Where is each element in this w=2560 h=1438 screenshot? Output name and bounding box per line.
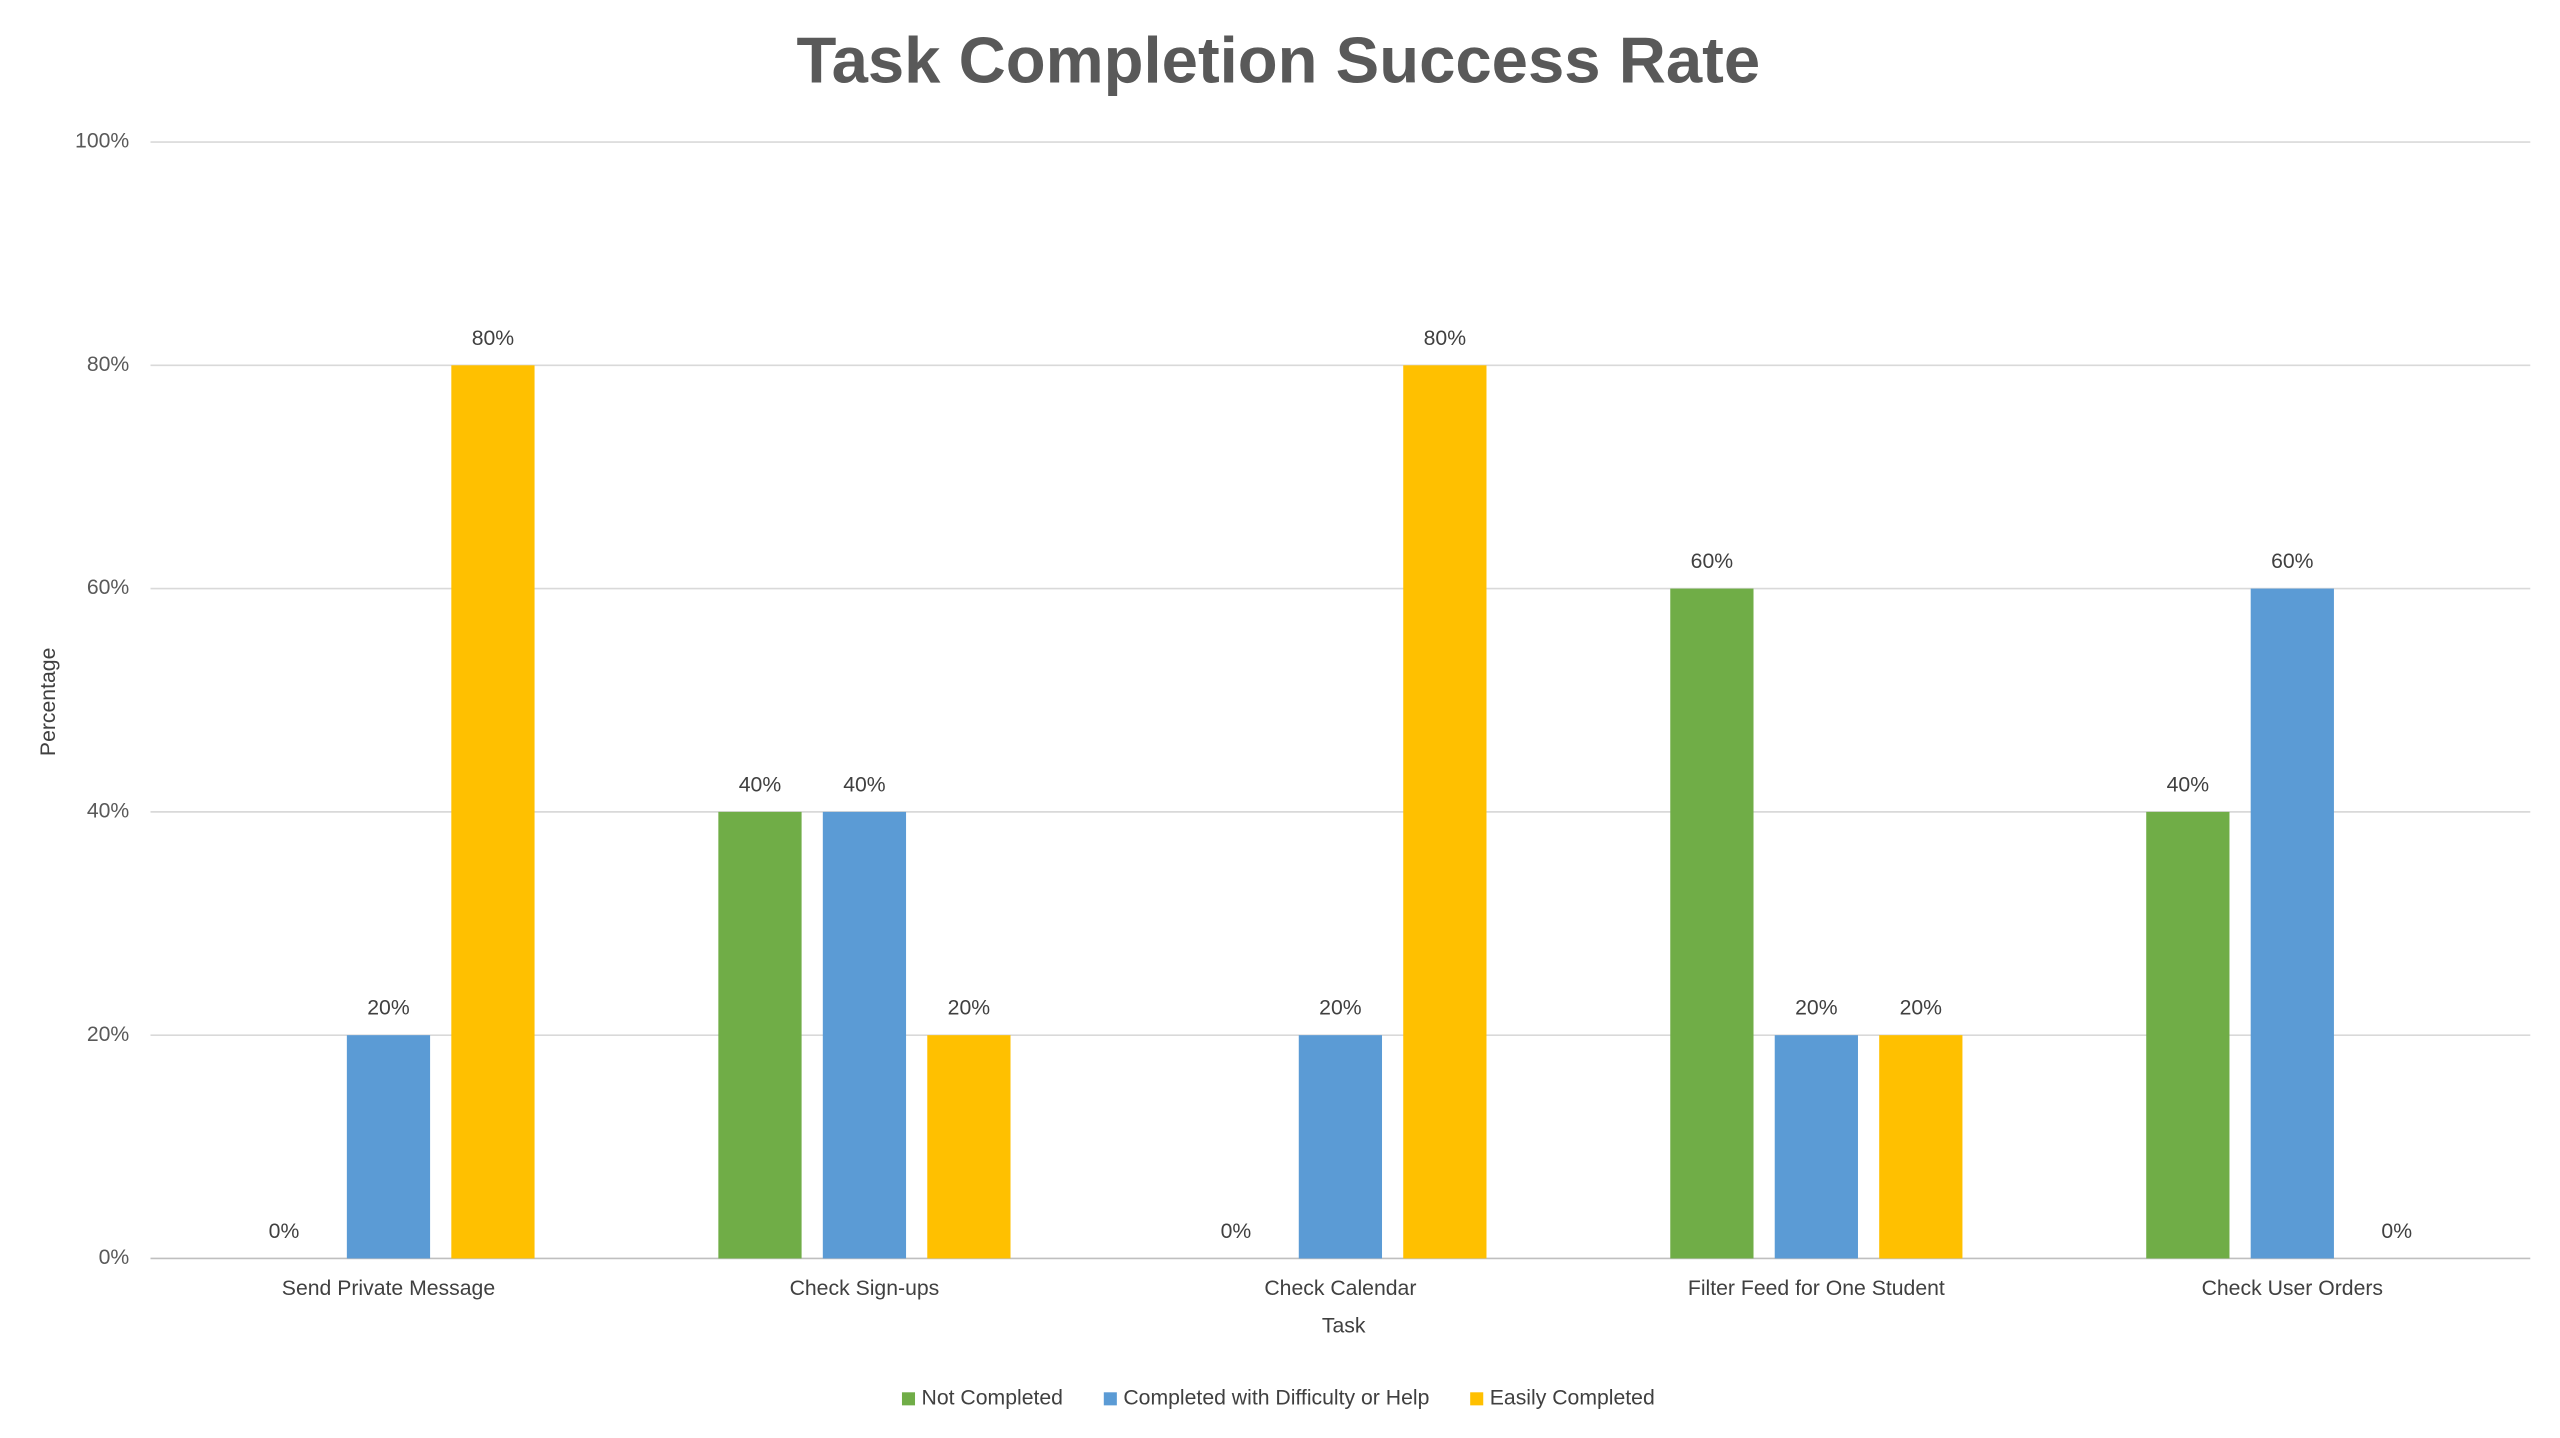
data-label: 40%	[2167, 773, 2210, 796]
bar	[822, 811, 907, 1259]
y-tick-label: 0%	[99, 1246, 130, 1269]
y-tick-label: 60%	[87, 576, 130, 599]
y-tick-label: 20%	[87, 1023, 130, 1046]
bar	[346, 1035, 431, 1259]
chart-title: Task Completion Success Rate	[797, 24, 1761, 97]
x-axis-title: Task	[1322, 1315, 1366, 1338]
bar	[451, 365, 535, 1259]
bar	[1403, 365, 1487, 1259]
bar	[1774, 1035, 1858, 1259]
bar	[1670, 588, 1754, 1259]
legend-swatch	[901, 1392, 916, 1406]
legend-label: Not Completed	[922, 1386, 1063, 1409]
data-label: 20%	[1900, 997, 1943, 1020]
data-label: 60%	[2271, 550, 2314, 573]
data-label: 20%	[1319, 997, 1362, 1020]
bar	[2250, 588, 2334, 1259]
data-label: 20%	[367, 997, 410, 1020]
y-axis-title: Percentage	[37, 648, 60, 756]
bar	[1298, 1035, 1383, 1259]
legend-swatch	[1103, 1392, 1117, 1406]
x-tick-label: Check Calendar	[1264, 1277, 1416, 1300]
bar	[2146, 811, 2230, 1259]
x-tick-label: Check User Orders	[2202, 1277, 2383, 1300]
data-label: 20%	[1795, 997, 1838, 1020]
legend-label: Easily Completed	[1490, 1386, 1655, 1409]
x-tick-label: Check Sign-ups	[790, 1277, 940, 1300]
y-tick-label: 40%	[87, 799, 130, 822]
bar	[718, 811, 802, 1259]
data-label: 40%	[739, 773, 782, 796]
x-tick-label: Filter Feed for One Student	[1688, 1277, 1945, 1300]
data-label: 80%	[1424, 327, 1467, 350]
bar	[1879, 1035, 1963, 1259]
data-label: 0%	[2381, 1220, 2412, 1243]
data-label: 80%	[472, 327, 515, 350]
data-label: 20%	[948, 997, 991, 1020]
x-tick-label: Send Private Message	[282, 1277, 495, 1300]
legend-swatch	[1470, 1392, 1484, 1406]
y-tick-label: 80%	[87, 353, 130, 376]
bar	[927, 1035, 1011, 1259]
data-label: 60%	[1691, 550, 1734, 573]
data-label: 40%	[843, 773, 886, 796]
legend-label: Completed with Difficulty or Help	[1123, 1386, 1429, 1409]
data-label: 0%	[1221, 1220, 1252, 1243]
data-label: 0%	[269, 1220, 300, 1243]
y-tick-label: 100%	[75, 130, 129, 153]
